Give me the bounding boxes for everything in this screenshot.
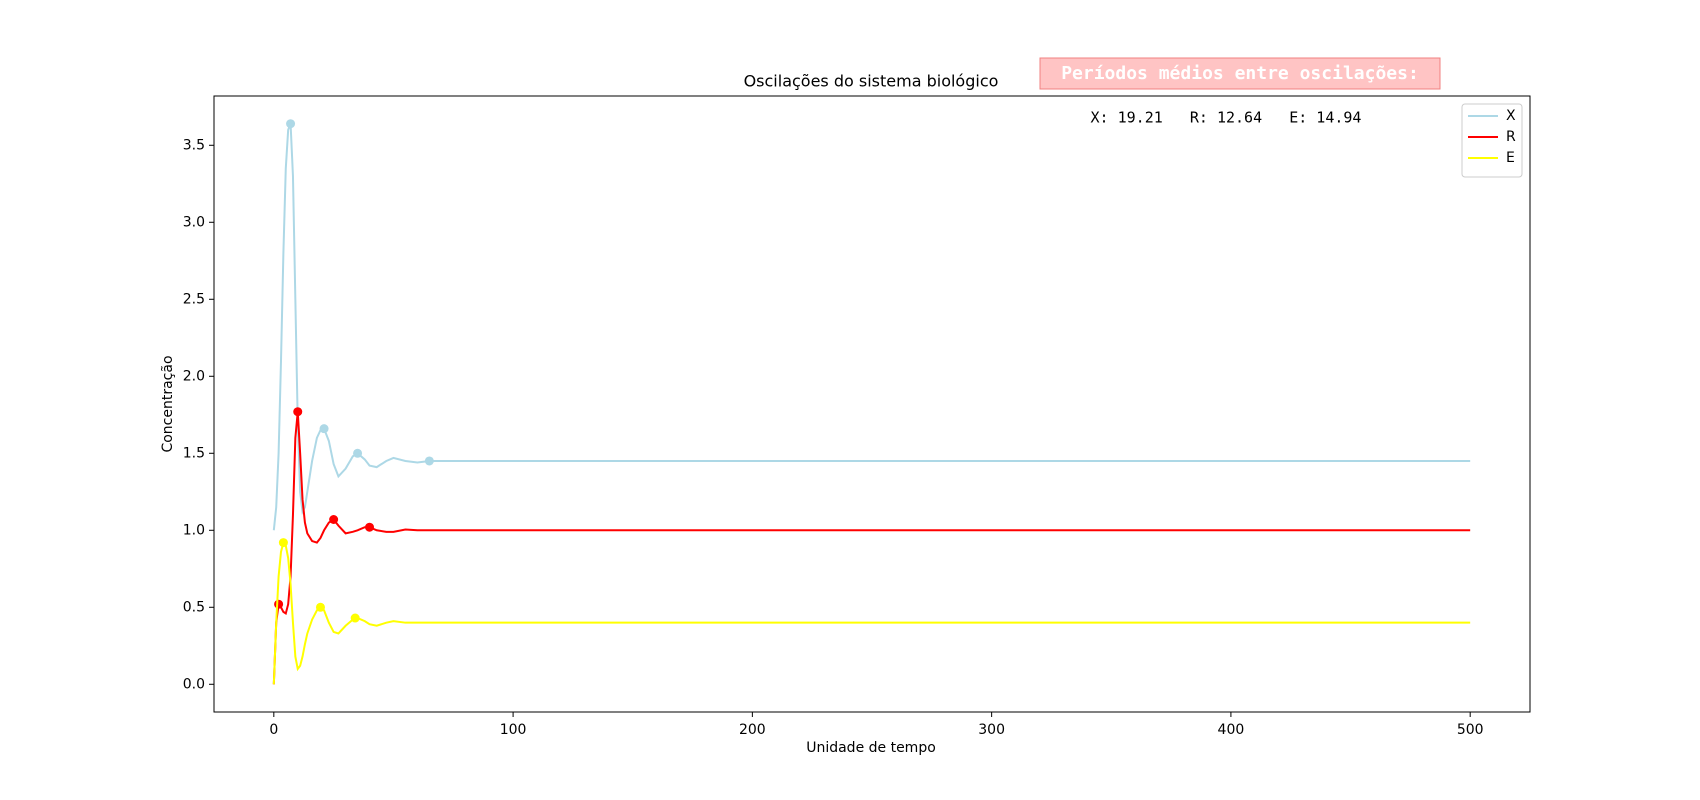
x-axis-label: Unidade de tempo <box>806 740 936 756</box>
plot-frame <box>213 95 1531 713</box>
x-tick-label: 0 <box>269 722 278 738</box>
peak-marker <box>319 424 329 434</box>
x-tick-label: 100 <box>500 722 527 738</box>
y-tick-label: 0.5 <box>183 599 205 615</box>
peak-marker <box>329 515 339 524</box>
x-tick-label: 500 <box>1457 722 1484 738</box>
series-line <box>272 540 1471 685</box>
peak-marker <box>274 599 284 609</box>
y-axis-label: Concentração <box>160 355 176 452</box>
annotation-box <box>1039 57 1441 90</box>
peak-marker <box>424 456 434 466</box>
annotation-title: Períodos médios entre oscilações: <box>1061 63 1419 84</box>
peak-marker <box>286 119 296 129</box>
legend-label: R <box>1506 129 1516 145</box>
y-tick-label: 0.0 <box>183 676 205 692</box>
series-line <box>272 411 1471 685</box>
y-tick-label: 1.0 <box>183 522 205 538</box>
peak-marker <box>278 538 288 548</box>
x-tick-label: 300 <box>978 722 1005 738</box>
legend: XRE <box>1461 103 1523 178</box>
peak-marker <box>293 407 303 417</box>
peak-marker <box>315 602 325 612</box>
legend-label: X <box>1506 108 1516 124</box>
y-tick-label: 3.5 <box>183 137 205 153</box>
legend-label: E <box>1506 150 1515 166</box>
x-tick-label: 200 <box>739 722 766 738</box>
y-tick-label: 2.0 <box>183 368 205 384</box>
peak-marker <box>365 522 375 532</box>
peak-marker <box>353 448 363 458</box>
peak-marker <box>350 613 360 623</box>
annotation-text: X: 19.21 R: 12.64 E: 14.94 <box>1091 109 1362 127</box>
x-tick-label: 400 <box>1218 722 1245 738</box>
chart-title: Oscilações do sistema biológico <box>744 72 999 91</box>
y-tick-label: 1.5 <box>183 445 205 461</box>
y-tick-label: 3.0 <box>183 214 205 230</box>
y-tick-label: 2.5 <box>183 291 205 307</box>
